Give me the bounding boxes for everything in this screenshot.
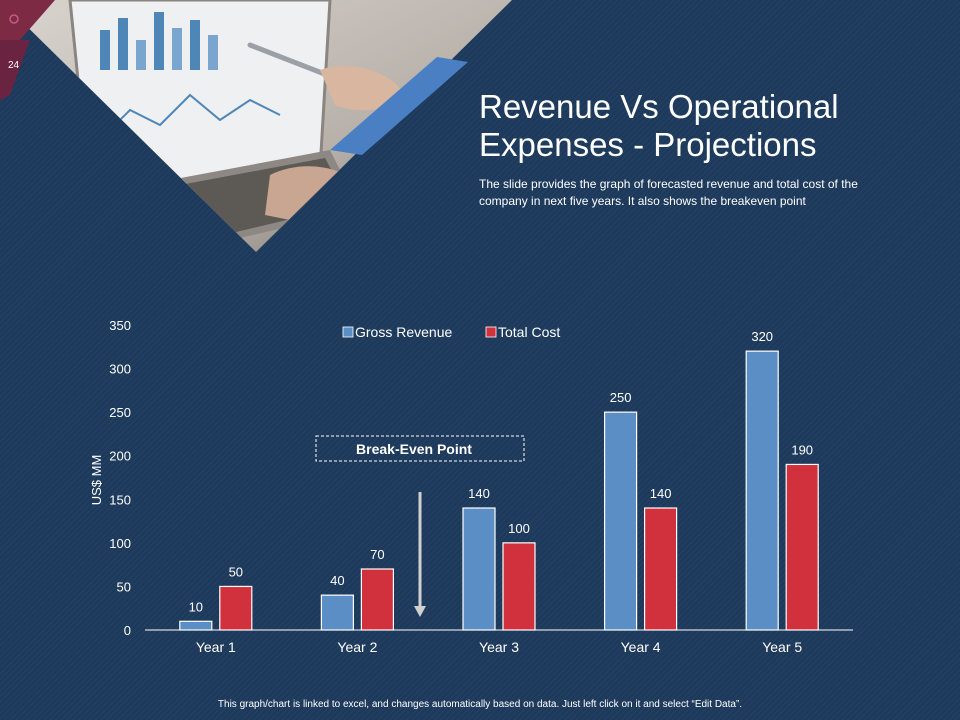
x-axis: Year 1 Year 2 Year 3 Year 4 Year 5 <box>196 639 803 655</box>
y-tick-label: 250 <box>109 405 131 420</box>
x-tick-label: Year 4 <box>621 639 661 655</box>
revenue-cost-chart[interactable]: 0 50 100 150 200 250 300 350 US$ MM Gross Reven… <box>0 300 960 690</box>
maroon-corner-shape <box>0 0 55 100</box>
legend-item[interactable]: Total Cost <box>485 324 560 340</box>
x-tick-label: Year 1 <box>196 639 236 655</box>
slide-title: Revenue Vs Operational Expenses - Projec… <box>479 88 839 163</box>
y-tick-label: 300 <box>109 362 131 377</box>
bar-total-cost[interactable] <box>360 568 394 631</box>
bar-gross-revenue[interactable] <box>603 411 638 631</box>
bar-gross-revenue[interactable] <box>320 594 354 631</box>
blue-accent-shape <box>330 57 468 155</box>
data-label: 140 <box>468 486 490 501</box>
page-number: 24 <box>8 60 20 71</box>
x-tick-label: Year 3 <box>479 639 519 655</box>
break-even-box <box>315 435 525 462</box>
legend-swatch <box>342 326 354 338</box>
bar-total-cost[interactable] <box>219 585 253 631</box>
x-tick-label: Year 5 <box>762 639 802 655</box>
bar-total-cost[interactable] <box>785 463 819 631</box>
legend-swatch <box>485 326 497 338</box>
legend-item[interactable]: Gross Revenue <box>342 324 452 340</box>
data-label: 140 <box>650 486 672 501</box>
y-tick-label: 350 <box>109 318 131 333</box>
data-label: 250 <box>610 390 632 405</box>
data-label: 50 <box>229 564 243 579</box>
bar-gross-revenue[interactable] <box>745 350 779 631</box>
y-tick-label: 200 <box>109 449 131 464</box>
chart-legend[interactable]: Gross Revenue Total Cost <box>342 324 560 340</box>
bar-gross-revenue[interactable] <box>179 620 213 631</box>
data-label: 190 <box>791 442 813 457</box>
x-tick-label: Year 2 <box>337 639 377 655</box>
break-even-arrow-icon <box>414 606 426 617</box>
break-even-label: Break-Even Point <box>356 441 472 457</box>
y-tick-label: 150 <box>109 492 131 507</box>
data-label: 320 <box>751 329 773 344</box>
y-tick-label: 0 <box>124 623 131 638</box>
chart-bars[interactable]: 10 50 40 70 140 100 250 140 320 190 <box>179 329 819 631</box>
y-axis: 0 50 100 150 200 250 300 350 <box>109 318 131 638</box>
bar-total-cost[interactable] <box>502 542 536 631</box>
data-label: 70 <box>370 547 384 562</box>
footer-note: This graph/chart is linked to excel, and… <box>217 699 743 710</box>
bar-total-cost[interactable] <box>643 507 678 631</box>
legend-label: Total Cost <box>498 324 560 340</box>
slide-subtitle: The slide provides the graph of forecast… <box>479 177 858 208</box>
y-tick-label: 50 <box>117 579 131 594</box>
break-even-annotation: Break-Even Point <box>315 435 525 617</box>
data-label: 100 <box>508 521 530 536</box>
y-axis-label: US$ MM <box>89 455 104 506</box>
legend-label: Gross Revenue <box>355 324 452 340</box>
corner-circle-icon <box>9 14 19 24</box>
data-label: 40 <box>330 573 344 588</box>
y-tick-label: 100 <box>109 536 131 551</box>
data-label: 10 <box>189 599 203 614</box>
bar-gross-revenue[interactable] <box>462 507 496 631</box>
